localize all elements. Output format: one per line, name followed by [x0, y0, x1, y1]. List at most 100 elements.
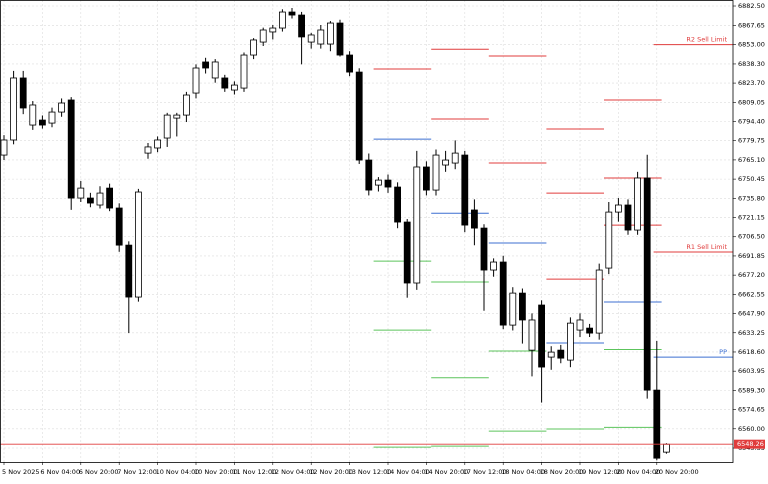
y-tick-label: 6779.75	[738, 137, 765, 145]
candle-up	[528, 319, 536, 351]
candle-up	[413, 166, 421, 284]
candle-down	[499, 261, 507, 326]
candle-up	[663, 443, 670, 453]
candle-up	[547, 351, 555, 358]
plot-frame	[0, 0, 734, 463]
x-tick-label: 20 Nov 20:00	[655, 468, 699, 476]
candle-down	[106, 187, 113, 209]
candle-up	[192, 67, 200, 94]
candle-up	[0, 139, 8, 156]
candle-down	[298, 14, 306, 38]
y-tick-label: 6838.30	[738, 60, 765, 68]
current-price-label: 6548.26	[737, 440, 764, 448]
candle-down	[624, 204, 632, 231]
candle-up	[451, 152, 459, 164]
y-tick-label: 6735.80	[738, 194, 765, 202]
candle-down	[67, 99, 75, 199]
y-tick-label: 6603.95	[738, 367, 765, 375]
x-tick-label: 6 Nov 20:00	[79, 468, 119, 476]
limit-label: R1 Sell Limit	[686, 243, 727, 251]
candle-up	[134, 191, 142, 298]
y-tick-label: 6809.05	[738, 98, 765, 106]
candle-down	[202, 61, 210, 69]
candle-up	[567, 322, 574, 361]
candle-up	[230, 84, 238, 91]
candle-up	[576, 319, 584, 331]
candle-up	[29, 104, 37, 126]
candle-up	[374, 179, 382, 186]
candle-down	[221, 77, 229, 89]
candle-down	[355, 71, 363, 161]
candle-down	[653, 389, 661, 459]
y-tick-label: 6823.70	[738, 79, 765, 87]
candle-up	[96, 192, 104, 206]
candle-down	[346, 54, 354, 73]
candle-up	[48, 111, 56, 124]
candle-down	[19, 77, 27, 109]
candle-down	[87, 197, 94, 204]
candle-down	[422, 166, 430, 191]
current-price-box	[734, 439, 765, 449]
limit-label: PP	[719, 348, 727, 356]
x-tick-label: 10 Nov 20:00	[194, 468, 238, 476]
candle-up	[144, 146, 152, 154]
x-tick-label: 13 Nov 12:00	[348, 468, 392, 476]
candle-up	[259, 29, 267, 43]
x-tick-label: 12 Nov 20:00	[309, 468, 353, 476]
x-tick-label: 7 Nov 12:00	[117, 468, 157, 476]
x-tick-label: 6 Nov 04:00	[40, 468, 80, 476]
candle-up	[509, 292, 517, 326]
candle-up	[432, 154, 440, 191]
y-tick-label: 6691.85	[738, 252, 765, 260]
candle-down	[39, 119, 46, 126]
candle-down	[557, 349, 565, 359]
candle-up	[154, 139, 162, 149]
candle-down	[586, 327, 593, 334]
x-tick-label: 5 Nov 2025	[2, 468, 40, 476]
candle-up	[58, 102, 65, 113]
y-tick-label: 6706.50	[738, 233, 765, 241]
candle-up	[173, 114, 181, 119]
candle-up	[240, 54, 248, 89]
candle-down	[519, 292, 526, 321]
candle-up	[77, 187, 85, 199]
candle-down	[643, 177, 651, 391]
candle-down	[365, 159, 373, 191]
candle-down	[461, 154, 469, 226]
x-tick-label: 19 Nov 12:00	[578, 468, 622, 476]
candle-up	[307, 34, 315, 43]
candle-up	[605, 211, 613, 269]
candle-down	[403, 221, 411, 284]
y-tick-label: 6633.25	[738, 329, 765, 337]
y-tick-label: 6589.30	[738, 386, 765, 394]
candle-down	[384, 179, 392, 188]
candle-down	[470, 209, 478, 229]
candle-up	[442, 159, 450, 166]
candle-up	[595, 269, 603, 334]
x-tick-label: 20 Nov 04:00	[616, 468, 660, 476]
candle-down	[115, 207, 123, 246]
candle-up	[615, 204, 622, 213]
candle-up	[278, 11, 286, 29]
y-tick-label: 6560.00	[738, 425, 765, 433]
x-tick-label: 11 Nov 12:00	[232, 468, 276, 476]
y-tick-label: 6647.90	[738, 310, 765, 318]
x-tick-label: 14 Nov 04:00	[386, 468, 430, 476]
candle-up	[163, 114, 171, 139]
candle-down	[538, 304, 545, 368]
candle-down	[125, 244, 133, 298]
y-tick-label: 6721.15	[738, 214, 765, 222]
candle-up	[211, 61, 219, 79]
x-tick-label: 17 Nov 12:00	[463, 468, 507, 476]
candle-up	[250, 39, 258, 56]
candle-up	[269, 27, 277, 33]
candle-up	[317, 29, 325, 45]
y-tick-label: 6750.45	[738, 175, 765, 183]
candle-down	[336, 22, 344, 56]
candle-up	[326, 22, 334, 45]
y-tick-label: 6794.40	[738, 118, 765, 126]
candle-down	[288, 11, 296, 16]
